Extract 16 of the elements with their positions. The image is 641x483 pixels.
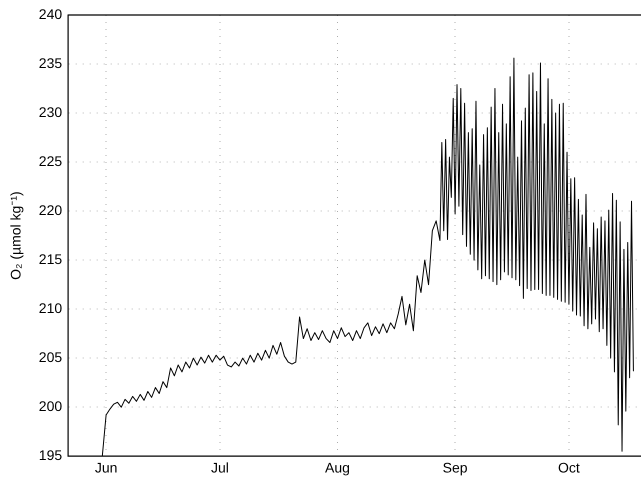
y-tick-label: 205	[38, 349, 62, 366]
x-tick-label: Jun	[94, 459, 118, 476]
y-tick-label: 195	[38, 447, 62, 464]
x-tick-label: Sep	[442, 459, 468, 476]
x-tick-label: Oct	[558, 459, 580, 476]
y-tick-label: 235	[38, 54, 62, 71]
x-tick-label: Jul	[210, 459, 229, 476]
y-tick-label: 215	[38, 250, 62, 267]
x-tick-label: Aug	[325, 459, 350, 476]
y-tick-label: 230	[38, 104, 62, 120]
y-tick-label: 240	[38, 6, 62, 22]
y-tick-label: 200	[38, 398, 62, 414]
y-tick-label: 225	[38, 152, 62, 169]
y-tick-label: 210	[38, 300, 62, 316]
y-axis-title: O₂ (µmol kg⁻¹)	[7, 191, 24, 280]
y-tick-label: 220	[38, 202, 62, 218]
